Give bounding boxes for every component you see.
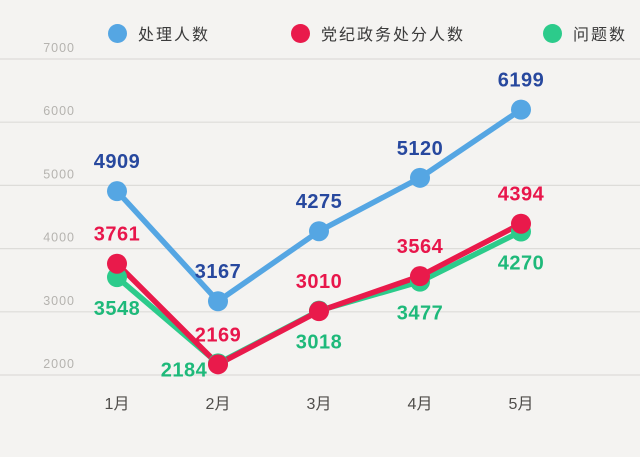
chart-legend: 处理人数 党纪政务处分人数 问题数 [0, 0, 640, 48]
x-tick-1: 1月 [105, 396, 130, 413]
data-label-0-2: 4275 [296, 191, 343, 213]
data-label-1-1: 2169 [195, 324, 242, 346]
x-tick-5: 5月 [509, 396, 534, 413]
data-label-0-4: 6199 [498, 70, 545, 92]
series-1-point-4 [511, 213, 531, 234]
legend-dot-green-icon [543, 23, 562, 43]
legend-item-problems: 问题数 [543, 21, 627, 45]
series-1-point-3 [410, 266, 430, 287]
y-tick-4000: 4000 [43, 231, 75, 245]
series-1-point-1 [208, 354, 228, 375]
series-1-point-2 [309, 301, 329, 322]
y-tick-6000: 6000 [43, 104, 75, 118]
legend-item-processed: 处理人数 [108, 21, 210, 45]
x-tick-4: 4月 [408, 396, 433, 413]
y-tick-3000: 3000 [43, 294, 75, 308]
data-label-2-2: 3018 [296, 332, 343, 354]
legend-dot-red-icon [291, 23, 310, 43]
data-label-1-0: 3761 [94, 224, 141, 246]
data-label-0-3: 5120 [397, 138, 444, 160]
y-tick-5000: 5000 [43, 167, 75, 181]
data-label-1-2: 3010 [296, 271, 343, 293]
series-0-point-4 [511, 99, 531, 120]
data-label-2-0: 3548 [94, 298, 141, 320]
series-0-point-0 [107, 181, 127, 202]
series-0-point-3 [410, 167, 430, 188]
data-label-0-1: 3167 [195, 261, 242, 283]
series-0-point-2 [309, 221, 329, 242]
x-tick-2: 2月 [206, 396, 231, 413]
data-label-2-1: 2184 [161, 359, 208, 381]
series-0-point-1 [208, 291, 228, 312]
data-label-1-4: 4394 [498, 184, 545, 206]
series-1-point-0 [107, 253, 127, 274]
legend-item-discipline: 党纪政务处分人数 [291, 21, 465, 45]
y-tick-7000: 7000 [43, 41, 75, 55]
x-tick-3: 3月 [307, 396, 332, 413]
data-label-0-0: 4909 [94, 151, 141, 173]
legend-label-discipline: 党纪政务处分人数 [321, 27, 466, 44]
data-label-2-4: 4270 [498, 253, 545, 275]
legend-dot-blue-icon [108, 23, 127, 43]
data-label-2-3: 3477 [397, 303, 444, 325]
legend-label-problems: 问题数 [573, 27, 628, 44]
y-tick-2000: 2000 [43, 357, 75, 371]
legend-label-processed: 处理人数 [138, 27, 211, 44]
data-label-1-3: 3564 [397, 236, 444, 258]
